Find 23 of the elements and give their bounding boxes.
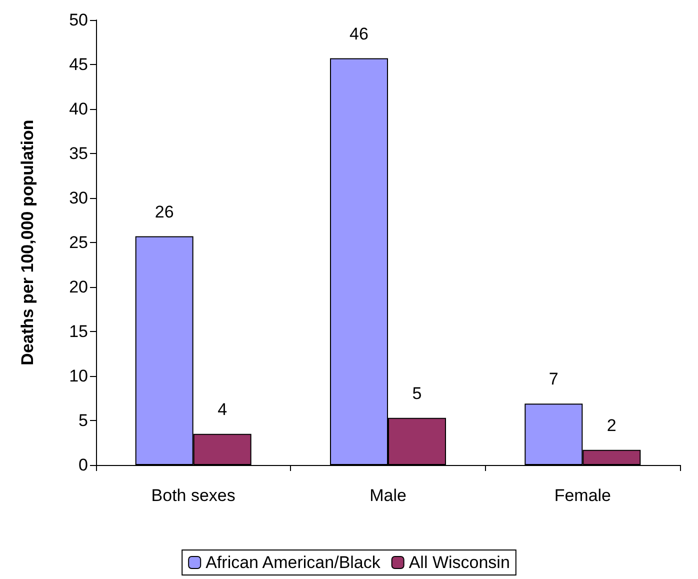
- y-tick-label: 45: [69, 55, 88, 74]
- y-tick-label: 0: [78, 456, 88, 474]
- y-tick-label: 30: [69, 188, 88, 208]
- data-label: 4: [218, 400, 228, 419]
- y-tick-label: 25: [69, 233, 88, 252]
- y-tick-label: 35: [69, 144, 88, 163]
- y-tick-label: 15: [69, 322, 88, 341]
- legend-label: African American/Black: [206, 553, 381, 572]
- y-tick-label: 20: [69, 278, 88, 296]
- y-tick-label: 10: [69, 366, 88, 386]
- data-label: 26: [154, 202, 174, 222]
- data-label: 46: [350, 24, 368, 44]
- y-tick-label: 50: [69, 10, 88, 30]
- x-tick-label: Female: [554, 486, 612, 505]
- x-tick-label: Both sexes: [151, 486, 236, 505]
- data-label: 5: [412, 384, 422, 403]
- data-label: 7: [548, 370, 558, 389]
- y-tick-label: 40: [69, 100, 88, 118]
- y-axis-title: Deaths per 100,000 population: [18, 120, 37, 366]
- x-tick-label: Male: [370, 486, 406, 505]
- data-label: 2: [606, 416, 616, 435]
- legend-label: All Wisconsin: [408, 553, 510, 572]
- y-tick-label: 5: [78, 411, 88, 430]
